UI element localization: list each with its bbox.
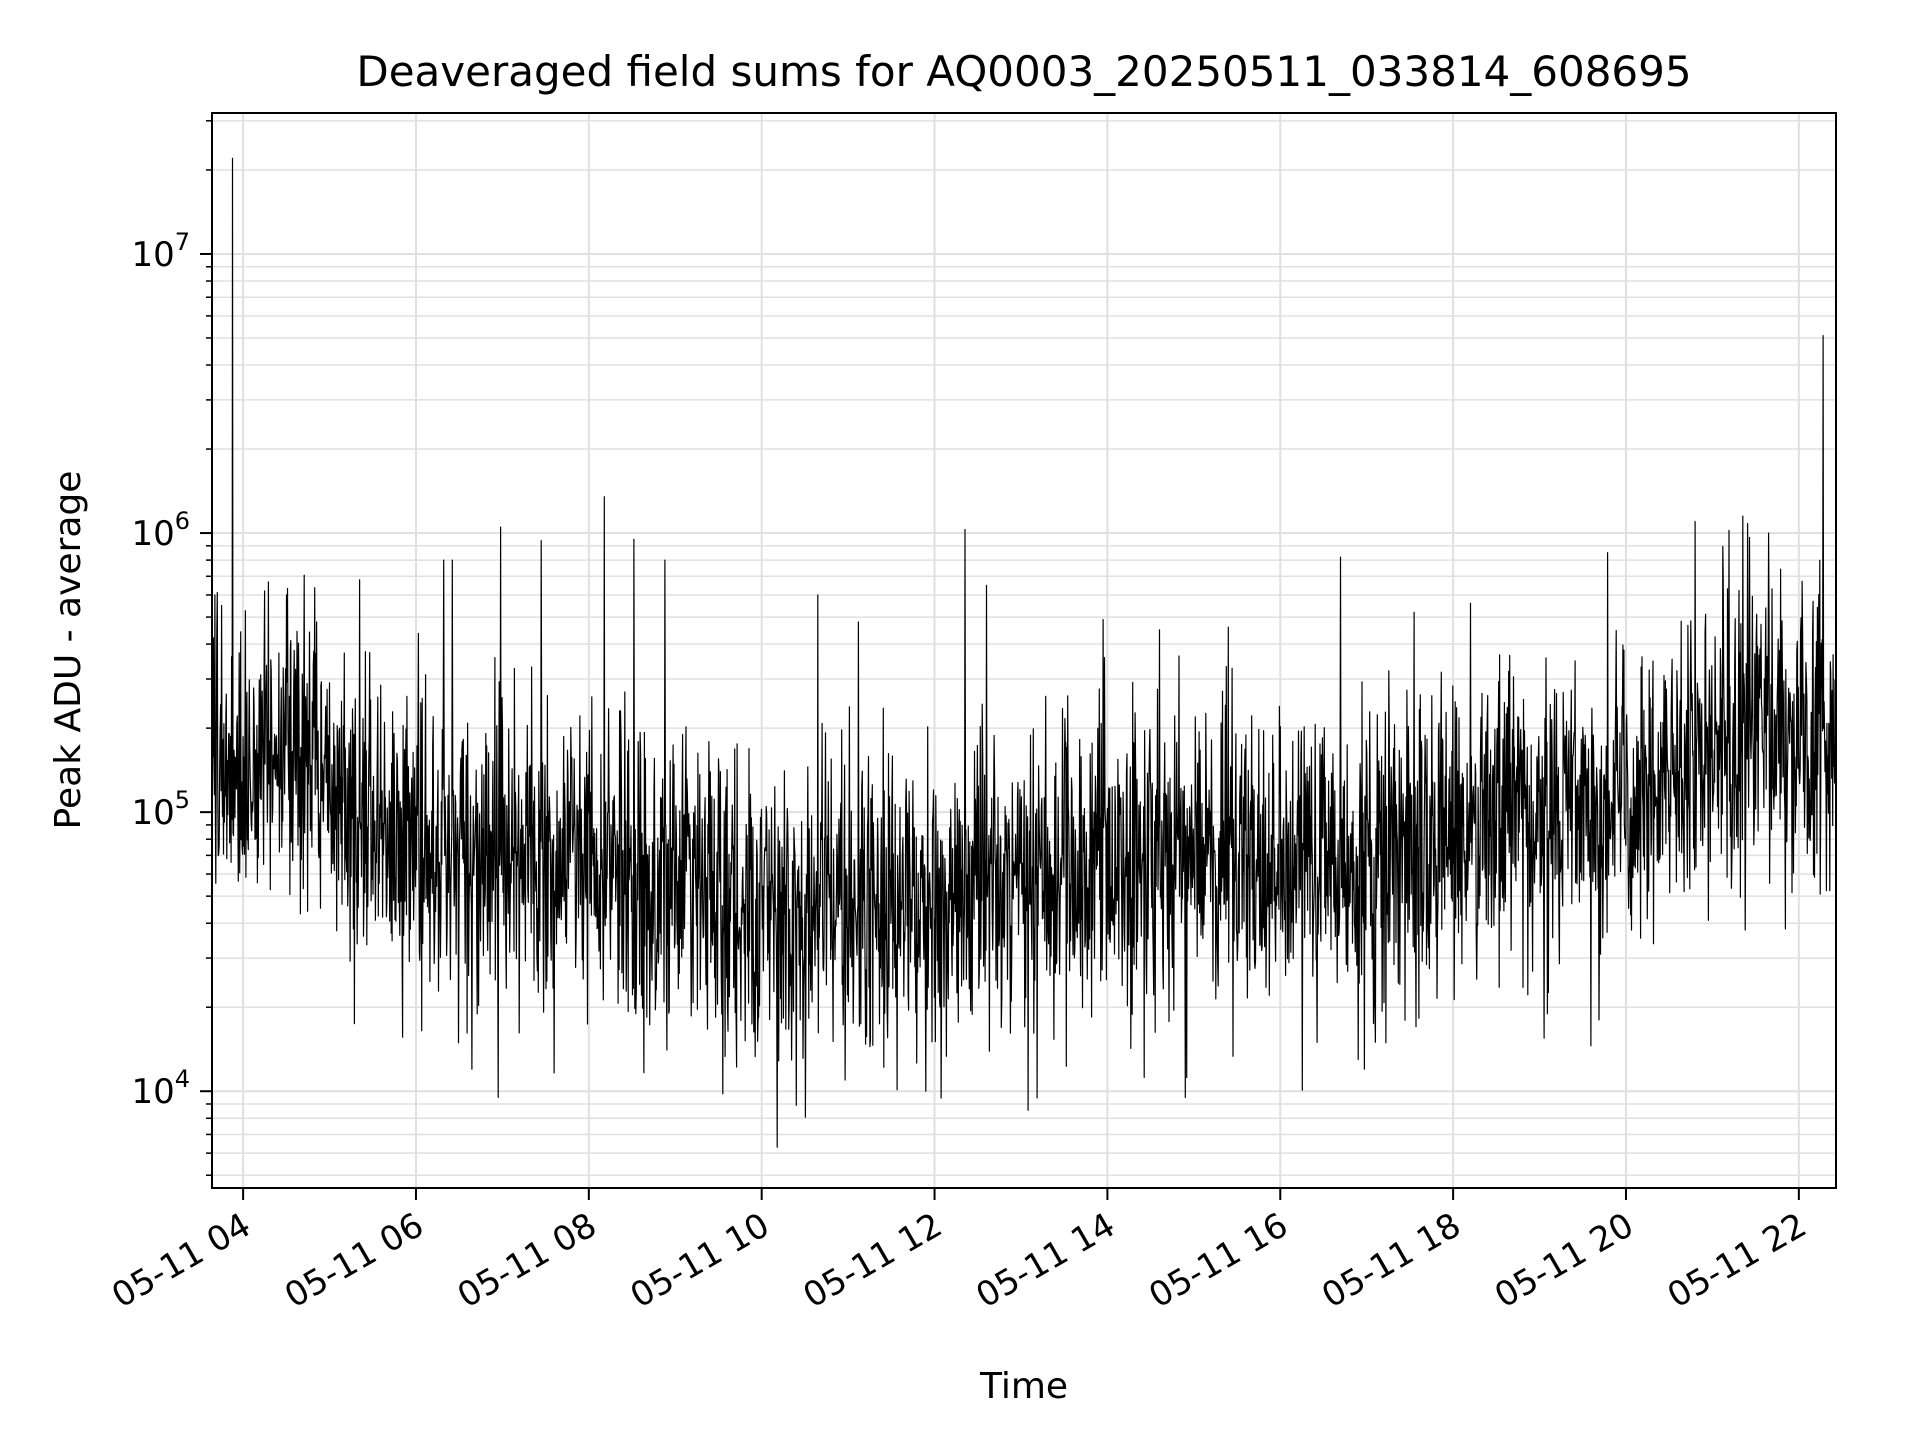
y-tick-label: 105 xyxy=(131,786,190,833)
y-tick-base: 10 xyxy=(131,235,174,275)
y-tick-base: 10 xyxy=(131,793,174,833)
y-tick-label: 107 xyxy=(131,228,190,275)
y-tick-base: 10 xyxy=(131,514,174,554)
y-tick-base: 10 xyxy=(131,1072,174,1112)
y-tick-exponent: 7 xyxy=(175,228,190,256)
y-tick-exponent: 4 xyxy=(175,1065,190,1093)
series-line xyxy=(211,157,1837,1148)
chart-title: Deaveraged field sums for AQ0003_2025051… xyxy=(356,47,1691,96)
y-tick-label: 104 xyxy=(131,1065,190,1112)
y-tick-exponent: 6 xyxy=(175,507,190,535)
plot-area xyxy=(211,112,1837,1189)
x-axis-label: Time xyxy=(979,1366,1068,1407)
y-tick-exponent: 5 xyxy=(175,786,190,814)
y-tick-label: 106 xyxy=(131,507,190,554)
y-axis-label: Peak ADU - average xyxy=(48,471,89,830)
